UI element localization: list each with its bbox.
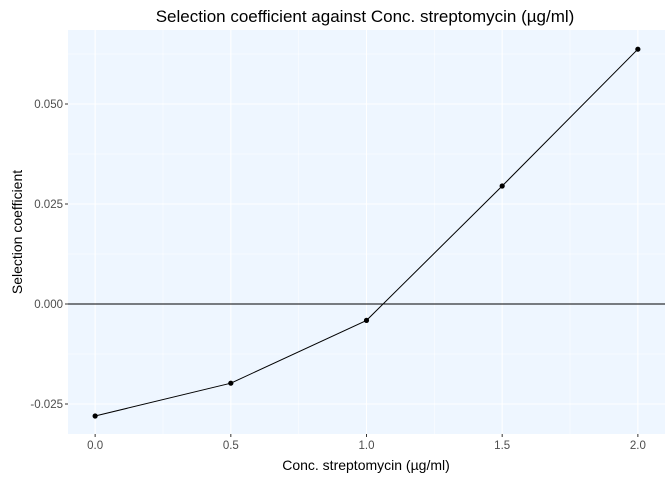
- x-tick-label: 1.0: [359, 440, 375, 452]
- y-tick-label: -0.025: [30, 399, 63, 411]
- x-tick-label: 1.5: [494, 440, 510, 452]
- x-tick-label: 0.5: [223, 440, 239, 452]
- x-axis-title: Conc. streptomycin (µg/ml): [282, 457, 450, 473]
- y-tick-label: 0.025: [34, 199, 63, 211]
- y-tick-label: 0.000: [34, 299, 63, 311]
- x-axis-ticks: 0.0 0.5 1.0 1.5 2.0: [87, 434, 646, 452]
- x-tick-label: 2.0: [630, 440, 646, 452]
- data-points: [92, 46, 641, 419]
- data-point: [228, 380, 234, 386]
- data-point: [363, 317, 370, 323]
- y-axis-ticks: -0.025 0.000 0.025 0.050: [30, 99, 68, 411]
- y-axis-title: Selection coefficient: [9, 170, 25, 294]
- data-point: [92, 413, 98, 419]
- data-point: [499, 183, 505, 189]
- x-tick-label: 0.0: [87, 440, 103, 452]
- chart-title: Selection coefficient against Conc. stre…: [156, 7, 575, 26]
- y-tick-label: 0.050: [34, 99, 63, 111]
- data-point: [635, 46, 641, 52]
